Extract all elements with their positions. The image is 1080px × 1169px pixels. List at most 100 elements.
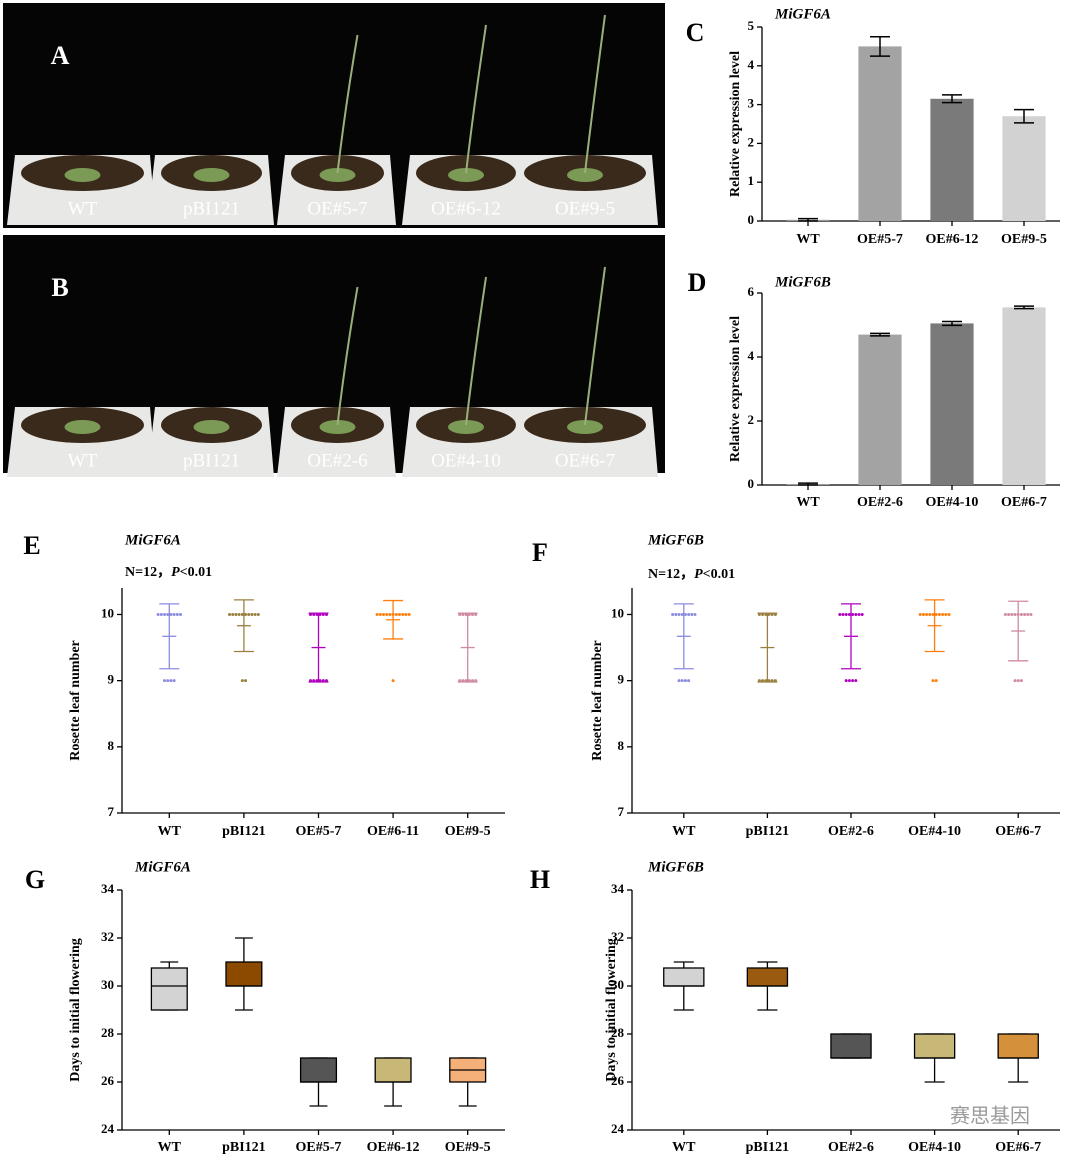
data-point [375,612,379,616]
y-tick-label: 34 [611,881,625,896]
data-point [1013,679,1017,683]
pot-label: pBI121 [183,450,240,471]
data-point [1019,612,1023,616]
rosette [448,168,484,182]
data-point [844,612,848,616]
y-tick-label: 7 [108,804,115,819]
y-tick-label: 26 [101,1073,115,1088]
data-point [677,679,681,683]
x-tick-label: WT [672,1140,696,1155]
annotation-part: P [171,565,180,580]
data-point [847,612,851,616]
data-point [256,612,260,616]
panel-label: F [532,538,548,567]
data-point [1026,612,1030,616]
data-point [931,612,935,616]
box [913,1033,956,1059]
pot-label: pBI121 [183,198,240,219]
y-axis-label: Rosette leaf number [590,640,605,761]
x-tick-label: OE#2-6 [828,1140,874,1155]
data-point [677,612,681,616]
y-tick-label: 24 [611,1121,625,1136]
x-tick-label: OE#6-7 [995,824,1041,839]
data-point [166,612,170,616]
x-tick-label: WT [158,1140,182,1155]
data-point [1016,679,1020,683]
stem [584,14,606,174]
panel-label: D [688,268,707,297]
y-tick-label: 4 [748,348,755,363]
data-point [687,679,691,683]
bar [1002,116,1046,221]
y-tick-label: 9 [108,672,115,687]
y-tick-label: 8 [618,738,625,753]
data-point [857,612,861,616]
data-point [385,612,389,616]
x-tick-label: OE#6-7 [1001,495,1047,510]
y-axis-label: Relative expression level [728,51,743,197]
data-point [690,612,694,616]
data-point [237,612,241,616]
x-tick-label: OE#9-5 [445,1140,491,1155]
pot-label: WT [68,198,98,219]
data-point [854,679,858,683]
chart-title: MiGF6B [647,532,704,548]
data-point [944,612,948,616]
pot-label: OE#6-12 [431,198,501,219]
x-tick-label: WT [158,824,182,839]
rosette [193,420,230,434]
stem [465,24,487,174]
bar [1002,307,1046,485]
y-tick-label: 1 [748,173,755,188]
data-point [240,612,244,616]
panel-label: A [51,41,70,70]
data-point [674,612,678,616]
x-tick-label: OE#6-12 [367,1140,420,1155]
x-tick-label: OE#4-10 [908,1140,961,1155]
panel-label: B [51,273,68,302]
y-tick-label: 2 [748,134,755,149]
x-tick-label: pBI121 [222,824,266,839]
box [225,961,263,987]
data-point [1013,612,1017,616]
x-tick-label: pBI121 [222,1140,266,1155]
data-point [860,612,864,616]
panel-label: G [25,865,45,894]
data-point [159,612,163,616]
y-tick-label: 0 [748,212,755,227]
y-tick-label: 28 [611,1025,625,1040]
data-point [250,612,254,616]
data-point [838,612,842,616]
y-tick-label: 7 [618,804,625,819]
y-tick-label: 6 [748,284,755,299]
y-tick-label: 10 [101,605,114,620]
bar [930,98,974,221]
rosette [193,168,230,182]
box [830,1033,872,1059]
data-point [687,612,691,616]
box [299,1057,338,1083]
data-point [680,612,684,616]
data-point [1003,612,1007,616]
panel-label: C [686,18,705,47]
data-point [934,612,938,616]
x-tick-label: OE#4-10 [926,495,979,510]
y-tick-label: 9 [618,672,625,687]
data-point [680,679,684,683]
data-point [404,612,408,616]
data-point [931,679,935,683]
data-point [228,612,231,616]
x-tick-label: OE#2-6 [857,495,903,510]
x-tick-label: OE#6-12 [926,232,979,247]
y-tick-label: 34 [101,881,115,896]
pot-label: OE#5-7 [307,198,367,219]
y-tick-label: 28 [101,1025,115,1040]
data-point [693,612,697,616]
pot-label: OE#9-5 [555,198,615,219]
data-point [844,679,848,683]
annotation-part: N=12， [125,565,171,580]
y-tick-label: 2 [748,412,755,427]
x-tick-label: OE#4-10 [908,824,961,839]
x-tick-label: WT [796,232,820,247]
